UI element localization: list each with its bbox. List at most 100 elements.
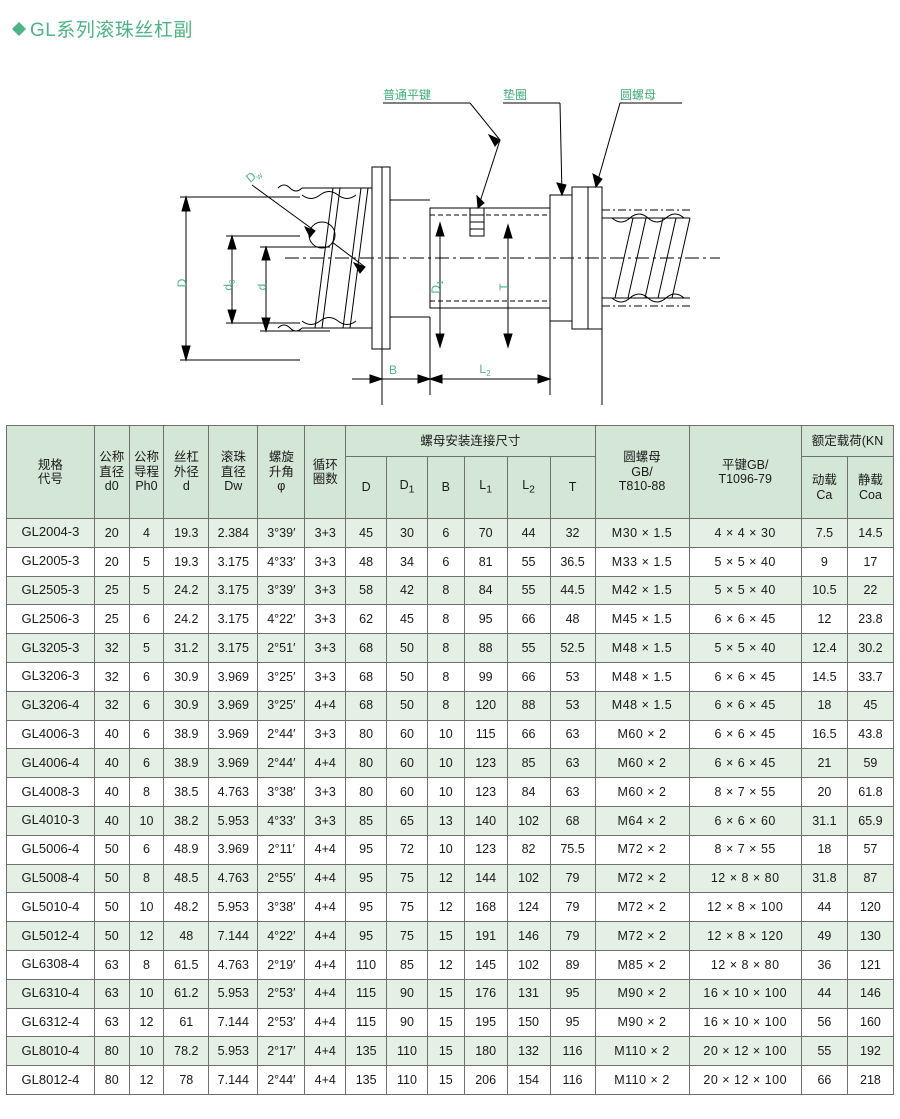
cell-nominal-lead: 8 — [128, 863, 165, 894]
table-header-row-2: D D1 B L1 L2 T 动载 Ca 静载 Coa — [7, 456, 895, 519]
cell-nut-D1: 34 — [386, 546, 428, 577]
cell-nut-D1: 110 — [386, 1065, 428, 1095]
cell-flat-key: 12 × 8 × 120 — [688, 921, 802, 951]
cell-nut-B: 12 — [426, 863, 465, 894]
cell-nominal-diameter: 63 — [93, 1007, 130, 1038]
cell-nominal-lead: 4 — [128, 518, 165, 548]
table-row: GL3206-4 32 6 30.9 3.969 3°25′ 4+4 68 50 8 120 88 53… — [6, 690, 895, 721]
cell-flat-key: 5 × 5 × 40 — [688, 633, 802, 663]
th-nut-B: B — [426, 456, 465, 519]
cell-nominal-diameter: 20 — [93, 518, 130, 548]
cell-nut-L1: 123 — [463, 777, 508, 807]
cell-helix-angle: 3°25′ — [257, 661, 306, 692]
cell-nut-L1: 123 — [463, 834, 508, 865]
cell-round-nut: M45 × 1.5 — [594, 604, 690, 635]
dim-label-d-outer: D — [175, 278, 189, 287]
cell-nut-B: 8 — [426, 575, 465, 606]
cell-round-nut: M72 × 2 — [594, 892, 690, 923]
cell-ball-diameter: 2.384 — [208, 518, 259, 548]
cell-code: GL5006-4 — [6, 834, 95, 865]
cell-dynamic-load: 7.5 — [800, 518, 848, 548]
cell-screw-outer-diameter: 38.5 — [163, 777, 210, 807]
cell-flat-key: 5 × 5 × 40 — [688, 575, 802, 606]
cell-round-nut: M60 × 2 — [594, 748, 690, 779]
page-title: GL系列滚珠丝杠副 — [12, 15, 193, 42]
cell-nut-B: 10 — [426, 748, 465, 779]
cell-nut-T: 116 — [549, 1065, 596, 1095]
th-spec-code: 规格 代号 — [6, 425, 95, 519]
cell-circuit-turns: 3+3 — [304, 661, 347, 692]
cell-nut-L2: 55 — [506, 575, 551, 606]
cell-circuit-turns: 3+3 — [304, 518, 347, 548]
cell-round-nut: M90 × 2 — [594, 1007, 690, 1038]
cell-nominal-diameter: 50 — [93, 892, 130, 923]
cell-nominal-lead: 5 — [128, 546, 165, 577]
cell-ball-diameter: 3.969 — [208, 834, 259, 865]
table-row: GL4010-3 40 10 38.2 5.953 4°33′ 3+3 85 65 13 140 10… — [6, 805, 895, 836]
table-row: GL8010-4 80 10 78.2 5.953 2°17′ 4+4 135 110 15 180… — [6, 1036, 895, 1067]
cell-nut-T: 53 — [549, 690, 596, 721]
cell-circuit-turns: 4+4 — [304, 834, 347, 865]
th-helix-angle: 螺旋 升角 φ — [257, 425, 306, 519]
cell-nominal-diameter: 40 — [93, 805, 130, 836]
cell-nut-L1: 206 — [463, 1065, 508, 1095]
cell-code: GL4006-4 — [6, 748, 95, 779]
cell-nut-L1: 95 — [463, 604, 508, 635]
cell-screw-outer-diameter: 48.5 — [163, 863, 210, 894]
cell-nominal-diameter: 40 — [93, 748, 130, 779]
cell-nut-T: 63 — [549, 748, 596, 779]
cell-static-load: 130 — [846, 921, 895, 951]
cell-flat-key: 6 × 6 × 45 — [688, 604, 802, 635]
cell-nut-D1: 60 — [386, 777, 428, 807]
cell-ball-diameter: 4.763 — [208, 949, 259, 980]
cell-helix-angle: 4°33′ — [257, 546, 306, 577]
th-circuit-turns: 循环 圈数 — [304, 425, 347, 519]
cell-helix-angle: 4°22′ — [257, 921, 306, 951]
cell-static-load: 87 — [846, 863, 895, 894]
cell-nut-T: 95 — [549, 978, 596, 1009]
cell-helix-angle: 2°44′ — [257, 1065, 306, 1095]
cell-dynamic-load: 9 — [800, 546, 848, 577]
cell-nut-T: 44.5 — [549, 575, 596, 606]
table-row: GL2005-3 20 5 19.3 3.175 4°33′ 3+3 48 34 6 81 55 36.… — [6, 546, 895, 577]
dim-label-dw: Dw — [243, 165, 264, 187]
cell-nut-D1: 50 — [386, 633, 428, 663]
cell-nut-B: 8 — [426, 633, 465, 663]
cell-screw-outer-diameter: 19.3 — [163, 518, 210, 548]
cell-static-load: 33.7 — [846, 661, 895, 692]
cell-nominal-diameter: 80 — [93, 1065, 130, 1095]
cell-round-nut: M42 × 1.5 — [594, 575, 690, 606]
cell-nominal-lead: 6 — [128, 604, 165, 635]
cell-nut-D: 135 — [345, 1065, 388, 1095]
cell-nut-D1: 60 — [386, 748, 428, 779]
callout-label-flat-key: 普通平键 — [383, 88, 431, 102]
cell-round-nut: M110 × 2 — [594, 1036, 690, 1067]
cell-round-nut: M60 × 2 — [594, 719, 690, 750]
cell-dynamic-load: 44 — [800, 892, 848, 923]
cell-nominal-lead: 10 — [128, 892, 165, 923]
ball-screw-diagram: 普通平键 垫圈 圆螺母 Dw D d0 d D1 T B L2 L1 — [0, 55, 900, 405]
th-nominal-lead: 公称 导程 Ph0 — [128, 425, 165, 519]
cell-round-nut: M48 × 1.5 — [594, 661, 690, 692]
cell-nut-D: 68 — [345, 661, 388, 692]
diamond-bullet-icon — [12, 15, 26, 36]
cell-nominal-lead: 6 — [128, 690, 165, 721]
cell-nut-B: 8 — [426, 661, 465, 692]
cell-nut-L1: 145 — [463, 949, 508, 980]
cell-ball-diameter: 3.175 — [208, 604, 259, 635]
page-title-text: GL系列滚珠丝杠副 — [30, 20, 193, 41]
dim-label-b: B — [389, 363, 397, 377]
specification-table: 规格 代号 公称 直径 d0 公称 导程 Ph0 丝杠 — [6, 425, 895, 1095]
cell-helix-angle: 3°38′ — [257, 892, 306, 923]
cell-nut-L1: 120 — [463, 690, 508, 721]
cell-nut-L1: 70 — [463, 518, 508, 548]
cell-round-nut: M90 × 2 — [594, 978, 690, 1009]
cell-nut-D: 48 — [345, 546, 388, 577]
cell-nominal-diameter: 50 — [93, 863, 130, 894]
cell-nut-B: 10 — [426, 834, 465, 865]
th-nut-T: T — [549, 456, 596, 519]
cell-nut-L2: 102 — [506, 949, 551, 980]
cell-round-nut: M60 × 2 — [594, 777, 690, 807]
cell-ball-diameter: 7.144 — [208, 1007, 259, 1038]
cell-static-load: 218 — [846, 1065, 895, 1095]
